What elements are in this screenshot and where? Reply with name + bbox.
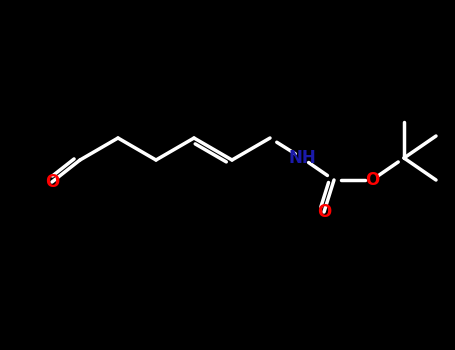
- Text: O: O: [45, 173, 59, 191]
- Text: O: O: [365, 171, 379, 189]
- Text: NH: NH: [288, 149, 316, 167]
- Text: O: O: [317, 203, 331, 221]
